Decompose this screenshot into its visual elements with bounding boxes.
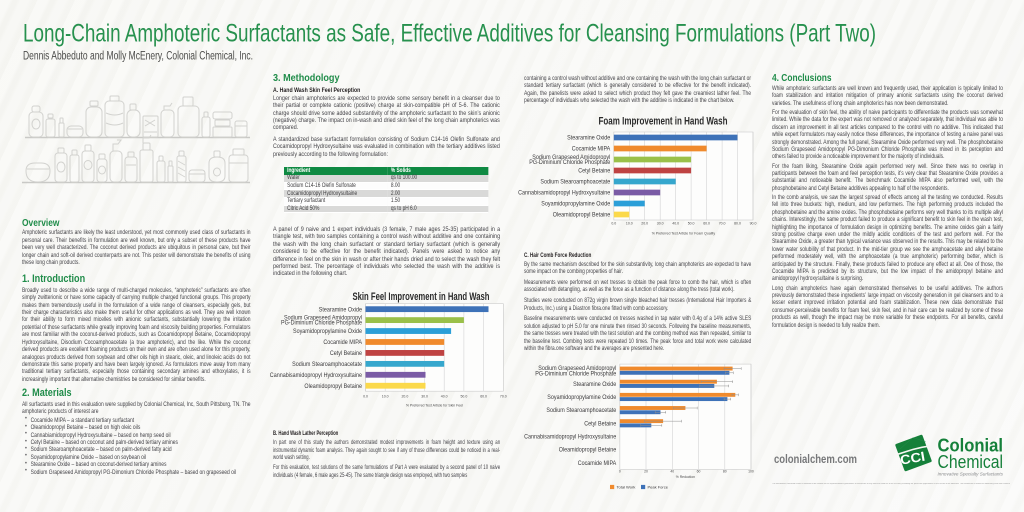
svg-text:40.0: 40.0 bbox=[441, 395, 448, 399]
svg-text:0: 0 bbox=[619, 470, 621, 474]
svg-text:50.0: 50.0 bbox=[460, 395, 467, 399]
svg-text:PG-Diminium Chloride Phosphate: PG-Diminium Chloride Phosphate bbox=[535, 371, 617, 377]
svg-text:60: 60 bbox=[697, 470, 701, 474]
svg-text:50.0: 50.0 bbox=[688, 221, 695, 225]
svg-text:Cetyl Betaine: Cetyl Betaine bbox=[330, 351, 363, 357]
svg-text:40: 40 bbox=[670, 470, 674, 474]
svg-text:Sodium Stearoamphoacetate: Sodium Stearoamphoacetate bbox=[292, 362, 362, 368]
svg-text:10.0: 10.0 bbox=[382, 395, 389, 399]
svg-text:Cocamide MIPA: Cocamide MIPA bbox=[323, 340, 362, 346]
svg-text:40.0: 40.0 bbox=[672, 221, 679, 225]
svg-text:Sodium Grapeseed Amidopropyl: Sodium Grapeseed Amidopropyl bbox=[284, 316, 362, 322]
svg-text:Oleamidopropyl Betaine: Oleamidopropyl Betaine bbox=[559, 448, 617, 454]
svg-text:Skin Feel Improvement in Hand: Skin Feel Improvement in Hand Wash bbox=[353, 291, 490, 303]
svg-text:% Preferred Test Article for F: % Preferred Test Article for Foam Qualit… bbox=[652, 232, 716, 236]
svg-text:Cannabisamidopropyl Hydroxysul: Cannabisamidopropyl Hydroxysultaine bbox=[524, 435, 617, 441]
svg-text:Oleamidopropyl Betaine: Oleamidopropyl Betaine bbox=[553, 213, 611, 219]
svg-text:Dennis Abbeduto and Molly McEn: Dennis Abbeduto and Molly McEnery, Colon… bbox=[23, 50, 253, 62]
svg-text:Cetyl Betaine: Cetyl Betaine bbox=[578, 169, 611, 175]
svg-text:70.0: 70.0 bbox=[500, 395, 507, 399]
svg-text:30.0: 30.0 bbox=[421, 395, 428, 399]
svg-text:% Preferred Test Article for S: % Preferred Test Article for Skin Feel bbox=[406, 404, 463, 408]
svg-text:CCI: CCI bbox=[899, 449, 926, 468]
svg-text:Cannabisamidopropyl Hydroxysul: Cannabisamidopropyl Hydroxysultaine bbox=[518, 191, 611, 197]
svg-text:Soyamidopropylamine Oxide: Soyamidopropylamine Oxide bbox=[293, 329, 363, 335]
svg-text:Cocamide MIPA: Cocamide MIPA bbox=[572, 147, 611, 153]
svg-text:30.0: 30.0 bbox=[657, 221, 664, 225]
svg-text:Cannabisamidopropyl Hydroxysul: Cannabisamidopropyl Hydroxysultaine bbox=[270, 373, 363, 379]
svg-text:60.0: 60.0 bbox=[480, 395, 487, 399]
svg-text:70.0: 70.0 bbox=[719, 221, 726, 225]
svg-text:Stearamine Oxide: Stearamine Oxide bbox=[573, 382, 617, 388]
svg-text:Sodium Stearoamphoacetate: Sodium Stearoamphoacetate bbox=[540, 180, 610, 186]
svg-text:Chemical: Chemical bbox=[938, 451, 1004, 472]
svg-text:100: 100 bbox=[748, 470, 754, 474]
svg-text:80: 80 bbox=[723, 470, 727, 474]
svg-text:Long-Chain Amphoteric Surfacta: Long-Chain Amphoteric Surfactants as Saf… bbox=[23, 19, 876, 47]
svg-text:Oleamidopropyl Betaine: Oleamidopropyl Betaine bbox=[304, 384, 362, 390]
svg-text:10.0: 10.0 bbox=[626, 221, 633, 225]
svg-text:% Reduction: % Reduction bbox=[676, 475, 695, 479]
svg-text:0.0: 0.0 bbox=[363, 395, 368, 399]
svg-text:colonialchem.com: colonialchem.com bbox=[774, 452, 857, 466]
svg-text:Total Work: Total Work bbox=[617, 485, 636, 490]
svg-text:Sodium Stearoamphoacetate: Sodium Stearoamphoacetate bbox=[546, 408, 616, 414]
svg-text:Sodium Grapeseed Amidopropyl: Sodium Grapeseed Amidopropyl bbox=[538, 366, 616, 372]
svg-text:Innovative Specialty Surfactan: Innovative Specialty Surfactants bbox=[938, 472, 1004, 477]
svg-text:Soyamidopropylamine Oxide: Soyamidopropylamine Oxide bbox=[541, 202, 611, 208]
svg-text:Stearamine Oxide: Stearamine Oxide bbox=[567, 136, 611, 142]
svg-text:PG-Diminium Chloride Phosphate: PG-Diminium Chloride Phosphate bbox=[529, 160, 611, 166]
svg-text:Cocamide MIPA: Cocamide MIPA bbox=[578, 461, 617, 467]
svg-text:60.0: 60.0 bbox=[703, 221, 710, 225]
svg-text:Sodium Grapeseed Amidopropyl: Sodium Grapeseed Amidopropyl bbox=[532, 155, 610, 161]
svg-text:0.0: 0.0 bbox=[611, 221, 616, 225]
svg-text:Foam Improvement in Hand Wash: Foam Improvement in Hand Wash bbox=[599, 116, 728, 128]
svg-text:Soyamidopropylamine Oxide: Soyamidopropylamine Oxide bbox=[547, 395, 617, 401]
svg-text:Peak Force: Peak Force bbox=[648, 485, 669, 490]
svg-text:Stearamine Oxide: Stearamine Oxide bbox=[319, 307, 363, 313]
svg-text:90.0: 90.0 bbox=[750, 221, 757, 225]
svg-text:20.0: 20.0 bbox=[401, 395, 408, 399]
svg-text:Cetyl Betaine: Cetyl Betaine bbox=[584, 421, 617, 427]
svg-text:20: 20 bbox=[644, 470, 648, 474]
svg-text:80.0: 80.0 bbox=[734, 221, 741, 225]
svg-text:PG-Diminium Chloride Phosphate: PG-Diminium Chloride Phosphate bbox=[281, 321, 363, 327]
svg-text:Colonial: Colonial bbox=[938, 435, 1004, 456]
svg-text:20.0: 20.0 bbox=[641, 221, 648, 225]
